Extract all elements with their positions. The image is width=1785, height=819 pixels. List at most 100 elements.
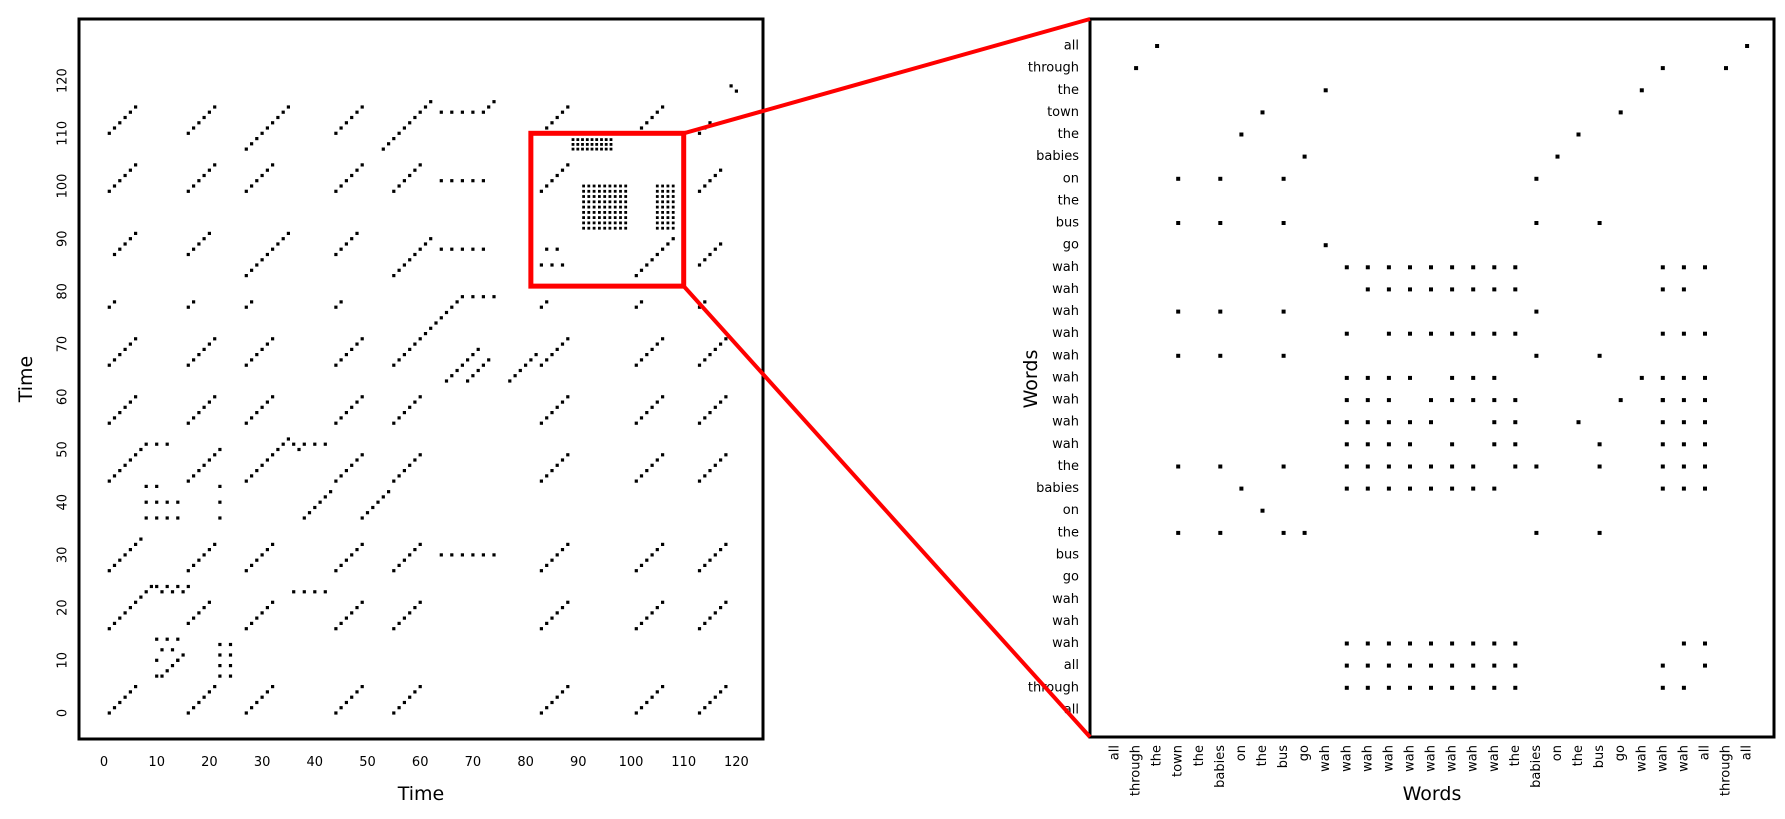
- time-point: [590, 147, 594, 151]
- word-x-tick-label: wah: [1360, 745, 1375, 772]
- word-point: [1513, 287, 1518, 292]
- time-point: [350, 405, 354, 409]
- time-point: [112, 252, 117, 257]
- time-point: [619, 200, 622, 204]
- word-point: [1597, 464, 1602, 469]
- time-point: [392, 569, 396, 573]
- time-point: [624, 195, 628, 198]
- time-point: [703, 300, 707, 304]
- word-point: [1534, 530, 1539, 535]
- time-point: [590, 138, 594, 141]
- time-point: [719, 342, 723, 346]
- time-point: [545, 474, 549, 478]
- words-plot-frame: [1088, 17, 1776, 739]
- time-point: [708, 121, 712, 125]
- time-point: [218, 664, 222, 668]
- time-point: [202, 347, 206, 351]
- words-x-axis-title: Words: [1403, 783, 1462, 805]
- time-point: [350, 173, 354, 178]
- time-point: [255, 469, 259, 473]
- time-point: [297, 447, 301, 452]
- time-point: [228, 642, 233, 647]
- time-point: [107, 421, 111, 425]
- word-point: [1450, 464, 1455, 469]
- time-point: [655, 226, 659, 230]
- time-point: [471, 374, 475, 378]
- time-point: [244, 147, 248, 151]
- time-point: [202, 463, 206, 467]
- time-point: [207, 690, 211, 694]
- word-point: [1703, 464, 1707, 469]
- time-point: [719, 548, 723, 552]
- time-point: [107, 131, 111, 135]
- time-point: [107, 305, 111, 309]
- time-point: [197, 558, 201, 562]
- time-point: [144, 590, 148, 594]
- time-point: [513, 374, 517, 378]
- time-point: [481, 247, 485, 251]
- time-point: [550, 700, 554, 705]
- time-point: [165, 669, 169, 673]
- word-point: [1471, 663, 1476, 668]
- time-point: [413, 548, 417, 552]
- time-point: [545, 247, 549, 251]
- time-point: [598, 211, 601, 214]
- time-point: [550, 469, 554, 473]
- time-point: [598, 184, 601, 188]
- time-point: [713, 247, 717, 251]
- time-point: [724, 337, 728, 341]
- time-point: [697, 421, 702, 425]
- time-point: [518, 368, 522, 373]
- word-x-tick-label: town: [1171, 745, 1186, 777]
- word-point: [1386, 464, 1391, 469]
- time-point: [645, 353, 649, 357]
- words-recurrence-plot: allthroughthetownthebabiesonthebusgowahw…: [1020, 17, 1776, 805]
- time-y-tick-label: 110: [56, 121, 71, 146]
- time-point: [139, 595, 143, 599]
- time-point: [619, 184, 622, 188]
- time-point: [624, 226, 628, 230]
- time-point: [307, 511, 312, 515]
- word-point: [1450, 265, 1455, 270]
- time-point: [423, 242, 428, 246]
- time-point: [608, 195, 612, 198]
- time-point: [197, 179, 201, 183]
- time-point: [423, 332, 428, 336]
- time-point: [624, 184, 628, 188]
- word-x-tick-label: all: [1108, 745, 1123, 760]
- time-point: [460, 363, 464, 367]
- time-point: [708, 353, 712, 357]
- time-y-axis-title: Time: [15, 356, 37, 404]
- time-point: [471, 179, 475, 183]
- time-point: [344, 179, 348, 183]
- time-point: [155, 658, 159, 662]
- time-point: [598, 216, 601, 219]
- word-point: [1218, 530, 1223, 535]
- time-point: [413, 342, 417, 346]
- word-point: [1703, 331, 1707, 336]
- time-point: [566, 337, 570, 341]
- time-point: [713, 553, 717, 557]
- time-y-tick-label: 90: [56, 230, 71, 247]
- word-point: [1365, 375, 1370, 380]
- time-point: [492, 100, 496, 104]
- time-point: [197, 121, 201, 125]
- time-point: [571, 138, 575, 141]
- time-point: [466, 379, 470, 383]
- time-point: [381, 147, 385, 151]
- time-point: [650, 695, 654, 699]
- time-point: [460, 553, 464, 557]
- time-point: [608, 184, 612, 188]
- time-point: [603, 211, 607, 214]
- time-point: [560, 690, 565, 694]
- word-point: [1660, 464, 1665, 469]
- time-point: [255, 558, 259, 562]
- time-point: [587, 184, 591, 188]
- time-point: [155, 674, 159, 678]
- word-point: [1681, 375, 1686, 380]
- time-point: [213, 105, 217, 109]
- word-point: [1344, 375, 1349, 380]
- time-point: [213, 685, 217, 689]
- time-point: [661, 453, 665, 457]
- word-point: [1408, 375, 1412, 380]
